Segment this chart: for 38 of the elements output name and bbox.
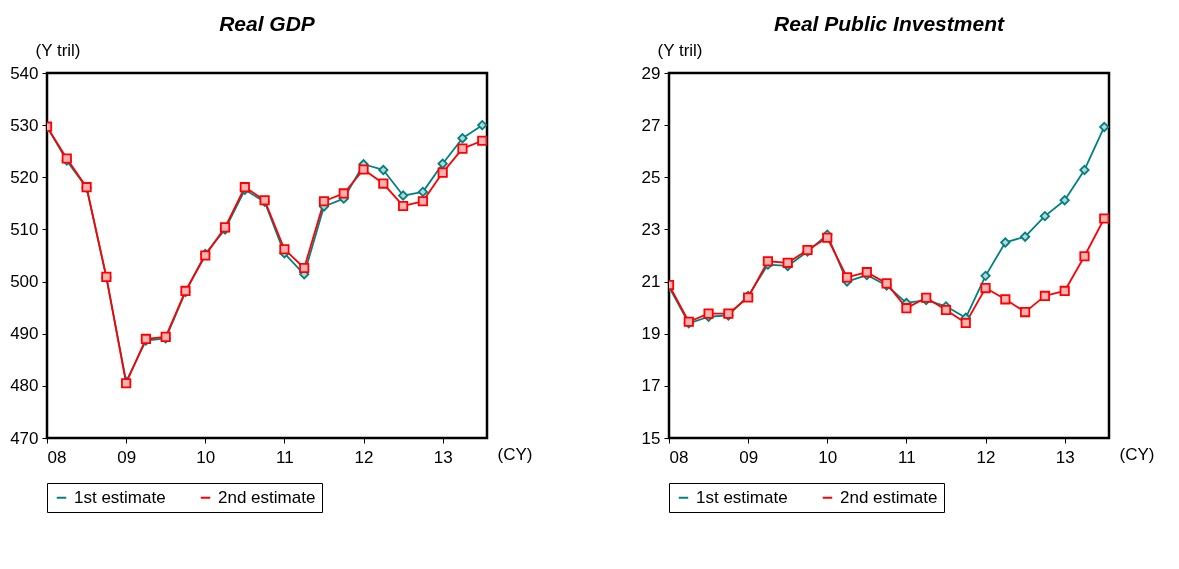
y-tick-label: 500: [10, 272, 39, 292]
y-tick-label: 21: [641, 272, 661, 292]
x-axis-title: (CY): [497, 444, 533, 464]
chart-title: Real Public Investment: [774, 12, 1005, 35]
y-tick-label: 19: [641, 324, 661, 344]
x-tick-label: 08: [669, 447, 689, 467]
legend-label: 2nd estimate: [840, 487, 938, 507]
legend-label: 1st estimate: [696, 487, 788, 507]
x-tick-label: 12: [976, 447, 996, 467]
y-tick-label: 530: [10, 115, 39, 135]
y-tick-label: 17: [641, 376, 661, 396]
y-tick-label: 25: [641, 167, 661, 187]
y-tick-label: 520: [10, 167, 39, 187]
legend-label: 2nd estimate: [218, 487, 316, 507]
y-tick-label: 510: [10, 219, 39, 239]
y-tick-label: 480: [10, 376, 39, 396]
y-tick-label: 470: [10, 428, 39, 448]
x-tick-label: 11: [898, 447, 916, 467]
chart-title: Real GDP: [219, 12, 316, 35]
x-tick-label: 12: [354, 447, 374, 467]
x-tick-label: 09: [117, 447, 137, 467]
x-tick-label: 09: [739, 447, 759, 467]
x-axis-title: (CY): [1119, 444, 1155, 464]
legend-label: 1st estimate: [74, 487, 166, 507]
x-tick-label: 11: [276, 447, 294, 467]
y-tick-label: 27: [641, 115, 661, 135]
x-tick-label: 13: [433, 447, 453, 467]
x-tick-label: 08: [47, 447, 67, 467]
y-axis-title: (Y tril): [35, 40, 81, 60]
y-tick-label: 29: [641, 63, 661, 83]
x-tick-label: 10: [196, 447, 216, 467]
y-tick-label: 540: [10, 63, 39, 83]
x-tick-label: 13: [1055, 447, 1075, 467]
x-tick-label: 10: [818, 447, 838, 467]
y-tick-label: 15: [641, 428, 661, 448]
y-tick-label: 23: [641, 219, 661, 239]
y-axis-title: (Y tril): [657, 40, 703, 60]
y-tick-label: 490: [10, 324, 39, 344]
